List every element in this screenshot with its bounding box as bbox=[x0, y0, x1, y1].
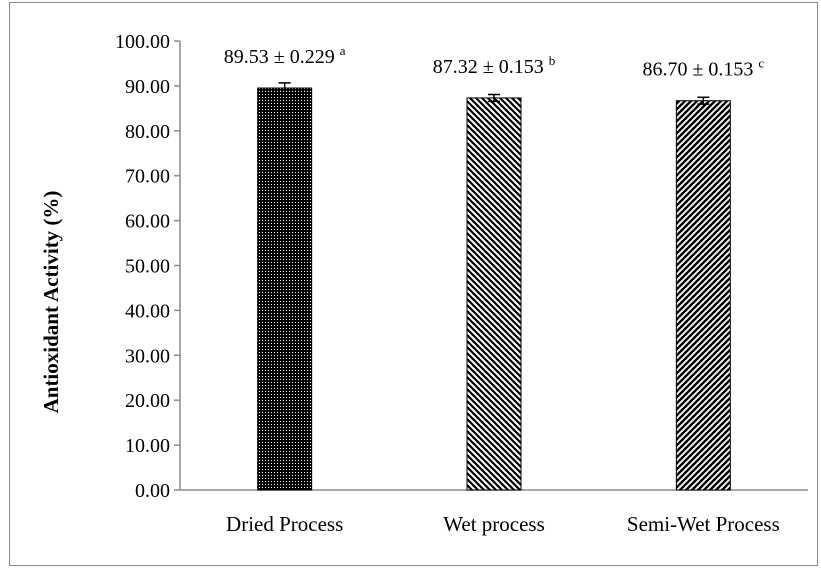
y-tick-label: 50.00 bbox=[125, 256, 170, 278]
y-tick-label: 60.00 bbox=[125, 211, 170, 233]
y-tick-label: 30.00 bbox=[125, 345, 170, 367]
x-category-label: Dried Process bbox=[226, 512, 343, 536]
y-axis: 0.00 10.00 20.00 30.00 40.00 50.00 60.00 70.00 8… bbox=[115, 31, 180, 502]
data-label-significance: b bbox=[549, 53, 556, 68]
x-category-label: Wet process bbox=[443, 512, 545, 536]
y-tick-label: 0.00 bbox=[135, 480, 170, 502]
data-label: 86.70 ± 0.153 c bbox=[642, 56, 764, 81]
y-tick-label: 90.00 bbox=[125, 76, 170, 98]
y-axis-title: Antioxidant Activity (%) bbox=[39, 191, 63, 414]
data-label-significance: a bbox=[340, 43, 346, 58]
y-tick-label: 20.00 bbox=[125, 390, 170, 412]
bar bbox=[467, 98, 521, 490]
y-tick-label: 100.00 bbox=[115, 31, 170, 53]
x-axis: Dried Process Wet process Semi-Wet Process bbox=[180, 490, 808, 536]
x-category-label: Semi-Wet Process bbox=[627, 512, 780, 536]
y-tick-label: 10.00 bbox=[125, 435, 170, 457]
data-label-value: 89.53 ± 0.229 bbox=[224, 46, 340, 68]
data-label-significance: c bbox=[758, 56, 764, 71]
data-label-value: 87.32 ± 0.153 bbox=[433, 56, 549, 78]
data-label: 87.32 ± 0.153 b bbox=[433, 53, 555, 78]
y-tick-label: 70.00 bbox=[125, 166, 170, 188]
bar bbox=[258, 88, 312, 490]
bars bbox=[258, 83, 731, 490]
y-tick-label: 80.00 bbox=[125, 121, 170, 143]
data-label: 89.53 ± 0.229 a bbox=[224, 43, 346, 68]
y-tick-label: 40.00 bbox=[125, 300, 170, 322]
data-label-value: 86.70 ± 0.153 bbox=[642, 59, 758, 81]
bar bbox=[676, 101, 730, 490]
data-labels: 89.53 ± 0.229 a 87.32 ± 0.153 b 86.70 ± 0.… bbox=[224, 43, 765, 81]
